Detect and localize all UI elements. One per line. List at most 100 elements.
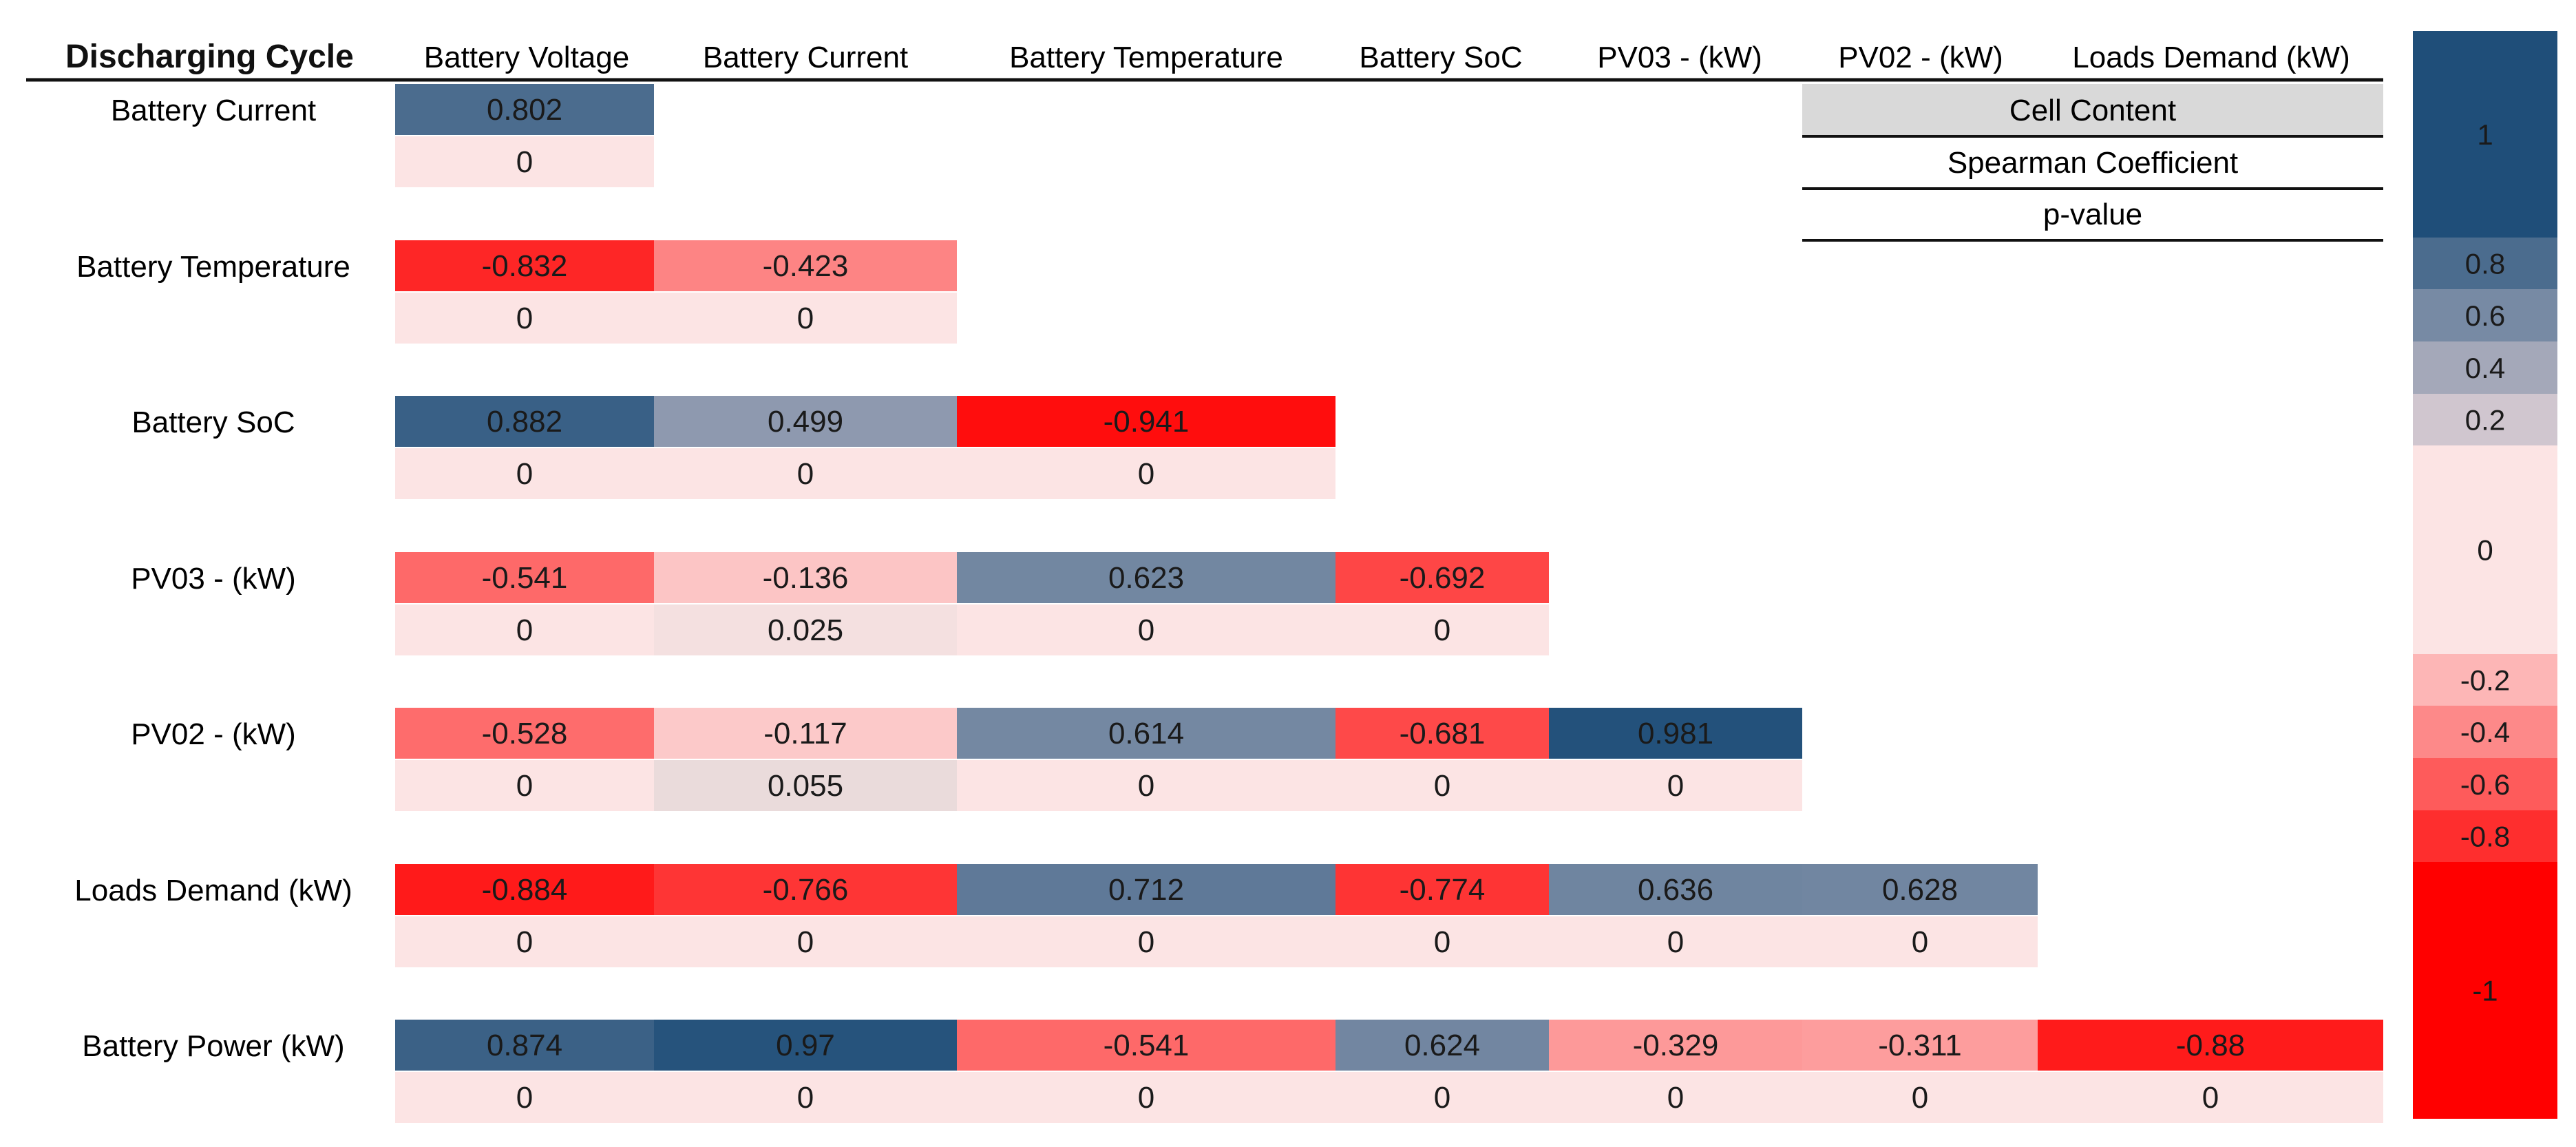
coefficient-label: 0.623 <box>1108 561 1184 595</box>
scale-label: -0.4 <box>2460 716 2510 748</box>
coefficient-label: 0.499 <box>768 405 843 439</box>
column-header: PV03 - (kW) <box>1597 41 1762 74</box>
heatmap-cell <box>957 396 1335 447</box>
pvalue-cell <box>1802 916 2038 967</box>
heatmap-cell <box>395 864 654 915</box>
scale-segment <box>2413 758 2557 810</box>
pvalue-label: 0 <box>1138 925 1154 959</box>
pvalue-cell <box>395 1072 654 1123</box>
heatmap-cell <box>654 240 957 291</box>
pvalue-cell <box>1335 604 1549 655</box>
row-label: Battery Power (kW) <box>82 1029 344 1063</box>
key-coefficient-label: Spearman Coefficient <box>1947 146 2238 180</box>
heatmap-cell <box>395 84 654 135</box>
pvalue-label: 0 <box>516 1081 533 1115</box>
row-label: Battery SoC <box>131 406 295 439</box>
pvalue-label: 0 <box>1434 769 1450 803</box>
pvalue-cell <box>395 448 654 499</box>
pvalue-label: 0 <box>1434 613 1450 647</box>
pvalue-cell <box>957 448 1335 499</box>
heatmap-cell <box>395 240 654 291</box>
pvalue-cell <box>957 1072 1335 1123</box>
heatmap-cell <box>1335 552 1549 603</box>
pvalue-cell <box>654 760 957 811</box>
scale-label: -0.2 <box>2460 664 2510 697</box>
heatmap-cell <box>1549 708 1802 759</box>
scale-label: 1 <box>2477 118 2493 151</box>
scale-label: 0.2 <box>2465 404 2505 436</box>
pvalue-label: 0 <box>516 145 533 179</box>
pvalue-cell <box>395 760 654 811</box>
scale-segment <box>2413 654 2557 706</box>
key-header-box <box>1802 84 2383 135</box>
pvalue-label: 0 <box>1138 1081 1154 1115</box>
coefficient-label: -0.541 <box>482 561 568 595</box>
pvalue-label: 0 <box>1434 1081 1450 1115</box>
coefficient-label: -0.692 <box>1400 561 1486 595</box>
pvalue-label: 0 <box>1912 925 1928 959</box>
coefficient-label: -0.832 <box>482 249 568 283</box>
scale-label: -0.8 <box>2460 821 2510 853</box>
heatmap-cell <box>1335 1020 1549 1071</box>
scale-segment <box>2413 31 2557 238</box>
pvalue-cell <box>654 916 957 967</box>
pvalue-label: 0 <box>516 613 533 647</box>
row-label: Battery Temperature <box>76 250 350 284</box>
scale-label: -1 <box>2472 975 2498 1007</box>
coefficient-label: 0.882 <box>487 405 562 439</box>
coefficient-label: -0.941 <box>1104 405 1190 439</box>
scale-label: -0.6 <box>2460 768 2510 801</box>
scale-label: 0 <box>2477 534 2493 567</box>
scale-segment <box>2413 445 2557 654</box>
coefficient-label: -0.774 <box>1400 873 1486 907</box>
heatmap-cell <box>957 1020 1335 1071</box>
heatmap-cell <box>654 864 957 915</box>
coefficient-label: 0.614 <box>1108 717 1184 750</box>
scale-segment <box>2413 238 2557 289</box>
pvalue-label: 0 <box>797 302 814 335</box>
heatmap-cells: 0.802 0 -0.832 0 -0.423 0 0.882 0 0.499 0 -0.941 0 -… <box>395 84 2383 1123</box>
heatmap-cell <box>957 864 1335 915</box>
key-pvalue-label: p-value <box>2043 198 2142 231</box>
column-header: Battery Temperature <box>1009 41 1283 74</box>
column-headers: Battery Voltage Battery Current Battery … <box>424 41 2350 74</box>
pvalue-cell <box>395 916 654 967</box>
pvalue-label: 0 <box>516 302 533 335</box>
heatmap-cell <box>1549 864 1802 915</box>
heatmap-cell <box>1335 864 1549 915</box>
scale-segment <box>2413 289 2557 341</box>
key-header: Cell Content <box>2009 94 2176 127</box>
heatmap-cell <box>654 1020 957 1071</box>
row-label: Battery Current <box>111 94 316 127</box>
heatmap-cell <box>395 396 654 447</box>
pvalue-label: 0 <box>1912 1081 1928 1115</box>
coefficient-label: 0.802 <box>487 93 562 127</box>
coefficient-label: -0.766 <box>763 873 849 907</box>
scale-segment <box>2413 862 2557 1119</box>
coefficient-label: 0.628 <box>1882 873 1958 907</box>
scale-segment <box>2413 394 2557 445</box>
coefficient-label: -0.117 <box>763 717 847 750</box>
column-header: Battery Voltage <box>424 41 629 74</box>
heatmap-cell <box>1549 1020 1802 1071</box>
heatmap-cell <box>1802 864 2038 915</box>
heatmap-cell <box>654 708 957 759</box>
row-label: PV03 - (kW) <box>131 562 296 596</box>
coefficient-label: -0.528 <box>482 717 568 750</box>
coefficient-label: -0.88 <box>2176 1029 2245 1062</box>
heatmap-cell <box>2038 1020 2383 1071</box>
pvalue-cell <box>654 293 957 344</box>
pvalue-cell <box>957 604 1335 655</box>
heatmap-cell <box>1335 708 1549 759</box>
coefficient-label: -0.311 <box>1878 1029 1962 1062</box>
pvalue-cell <box>654 1072 957 1123</box>
pvalue-label: 0 <box>797 1081 814 1115</box>
pvalue-label: 0 <box>516 769 533 803</box>
scale-segment <box>2413 810 2557 862</box>
pvalue-cell <box>1549 760 1802 811</box>
pvalue-label: 0 <box>1434 925 1450 959</box>
row-labels: Battery Current Battery Temperature Batt… <box>74 94 352 1063</box>
pvalue-label: 0 <box>797 925 814 959</box>
coefficient-label: -0.136 <box>763 561 849 595</box>
